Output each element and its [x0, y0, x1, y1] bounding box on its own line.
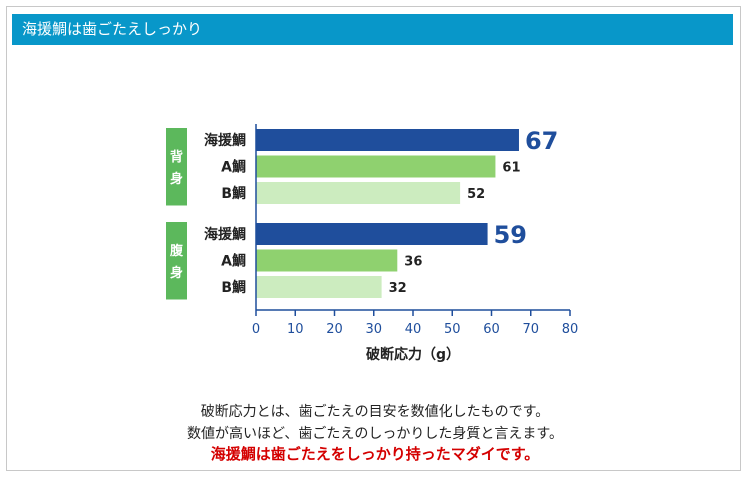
bar [256, 223, 488, 245]
x-tick-label: 40 [405, 322, 422, 337]
category-label: A鯛 [221, 159, 246, 176]
group-label-char: 背 [170, 149, 183, 165]
x-tick-label: 30 [365, 322, 382, 337]
category-label: 海援鯛 [204, 132, 246, 149]
data-label: 61 [502, 161, 520, 176]
x-tick-label: 10 [287, 322, 304, 337]
x-tick-label: 80 [562, 322, 579, 337]
caption-line-3: 海援鯛は歯ごたえをしっかり持ったマダイです。 [210, 445, 540, 463]
bar [256, 182, 461, 204]
category-label: A鯛 [221, 253, 246, 270]
data-label: 67 [525, 127, 558, 155]
group-label-box [166, 128, 187, 206]
group-label-char: 身 [170, 171, 183, 187]
section-header: 海援鯛は歯ごたえしっかり [12, 14, 733, 45]
group-label-box [166, 222, 187, 300]
x-tick-label: 60 [483, 322, 500, 337]
caption-line-1: 破断応力とは、歯ごたえの目安を数値化したものです。 [200, 404, 550, 420]
bar [256, 276, 382, 298]
data-label: 59 [494, 221, 527, 249]
bar [256, 129, 519, 151]
data-label: 52 [467, 187, 485, 202]
category-label: B鯛 [221, 185, 246, 202]
bar [256, 249, 398, 272]
category-label: B鯛 [221, 279, 246, 296]
x-axis-title: 破断応力（g） [366, 346, 460, 363]
group-label-char: 身 [170, 265, 183, 281]
x-tick-label: 70 [522, 322, 539, 337]
bar [256, 155, 496, 178]
caption-line-2: 数値が高いほど、歯ごたえのしっかりした身質と言えます。 [187, 426, 563, 442]
data-label: 36 [404, 255, 422, 270]
x-tick-label: 20 [326, 322, 343, 337]
x-tick-label: 50 [444, 322, 461, 337]
x-tick-label: 0 [252, 322, 260, 337]
category-label: 海援鯛 [204, 226, 246, 243]
group-label-char: 腹 [170, 243, 184, 259]
data-label: 32 [389, 281, 407, 296]
